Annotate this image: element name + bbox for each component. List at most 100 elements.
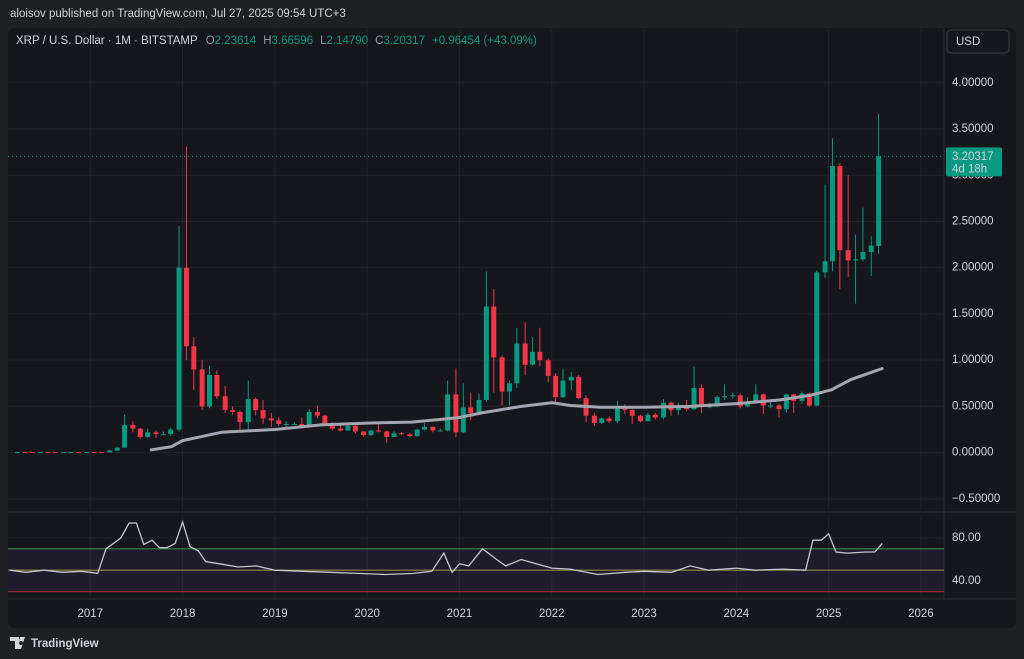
- logo-icon: [10, 637, 25, 649]
- y-tick-label: 0.50000: [952, 400, 994, 412]
- candle-body: [460, 407, 466, 433]
- high-value: 3.66596: [272, 35, 314, 47]
- candle-body: [730, 395, 736, 397]
- candle-body: [545, 360, 551, 376]
- candle-body: [822, 261, 828, 273]
- candle-body: [868, 245, 874, 252]
- x-tick-label: 2017: [77, 608, 103, 620]
- candle-body: [445, 394, 451, 431]
- candle-body: [322, 415, 328, 424]
- candle-body: [514, 343, 520, 384]
- x-tick-label: 2023: [631, 608, 657, 620]
- candle-body: [68, 452, 74, 454]
- candle-body: [391, 433, 397, 437]
- candle-body: [230, 410, 236, 412]
- y-tick-label: −0.50000: [952, 493, 1000, 505]
- rsi-tick-label: 40.00: [952, 575, 981, 587]
- candle-body: [691, 387, 697, 410]
- candle-body: [530, 351, 536, 365]
- candle-body: [361, 431, 367, 436]
- candle-body: [99, 452, 105, 454]
- candle-body: [384, 431, 390, 437]
- close-label: C: [375, 35, 383, 47]
- candle-body: [407, 434, 413, 437]
- candle-body: [268, 418, 274, 421]
- x-tick-label: 2018: [170, 608, 196, 620]
- candle-body: [299, 423, 305, 426]
- rsi-tick-label: 80.00: [952, 532, 981, 544]
- x-tick-label: 2025: [816, 608, 842, 620]
- candle-body: [476, 399, 482, 413]
- candle-body: [776, 405, 782, 410]
- x-tick-label: 2019: [262, 608, 288, 620]
- y-tick-label: 3.50000: [952, 123, 994, 135]
- y-tick-label: 0.00000: [952, 447, 994, 459]
- candle-body: [398, 433, 404, 435]
- y-tick-label: 1.50000: [952, 308, 994, 320]
- candle-body: [806, 393, 812, 406]
- candle-body: [829, 165, 835, 262]
- candle-body: [207, 374, 213, 407]
- chart-panel: [8, 28, 1016, 628]
- candle-body: [84, 452, 90, 454]
- x-tick-label: 2021: [447, 608, 473, 620]
- price-tag-countdown: 4d 18h: [952, 163, 987, 175]
- candle-body: [721, 396, 727, 398]
- candle-body: [29, 452, 35, 454]
- candle-body: [745, 402, 751, 407]
- candle-body: [22, 452, 28, 454]
- candle-body: [576, 376, 582, 399]
- candle-body: [283, 423, 289, 425]
- currency-button[interactable]: [946, 29, 1010, 54]
- candle-body: [38, 452, 44, 454]
- candle-body: [160, 434, 166, 436]
- candle-body: [837, 165, 843, 251]
- low-value: 2.14790: [327, 35, 369, 47]
- price-tag: [946, 147, 1002, 177]
- high-label: H: [263, 35, 271, 47]
- candle-body: [661, 402, 667, 418]
- candle-body: [714, 397, 720, 407]
- x-tick-label: 2020: [354, 608, 380, 620]
- candle-body: [845, 250, 851, 261]
- candle-body: [707, 406, 713, 408]
- chart-layer: 2017 2018 2019 2020 2021 2022 2023 2024 2025 2026…: [8, 28, 1016, 620]
- candle-body: [506, 383, 512, 392]
- candle-body: [853, 259, 859, 261]
- candle-body: [606, 418, 612, 422]
- open-value: 2.23614: [215, 35, 257, 47]
- logo-text: TradingView: [31, 638, 99, 650]
- candle-body: [199, 369, 205, 407]
- candle-body: [437, 430, 443, 432]
- candle-body: [645, 414, 651, 422]
- rsi-line: [9, 519, 883, 576]
- candle-body: [375, 430, 381, 432]
- candle-body: [553, 375, 559, 398]
- published-note: aloisov published on TradingView.com, Ju…: [10, 8, 346, 20]
- candle-body: [191, 346, 197, 370]
- low-label: L: [320, 35, 327, 47]
- candle-body: [183, 267, 189, 347]
- candle-body: [114, 447, 120, 451]
- candle-body: [737, 395, 743, 407]
- y-tick-label: 2.00000: [952, 262, 994, 274]
- legend: XRP / U.S. Dollar · 1M · BITSTAMP O2.2361…: [16, 35, 537, 47]
- candle-body: [499, 357, 505, 392]
- candle-body: [237, 411, 243, 423]
- candle-body: [422, 426, 428, 430]
- candle-body: [45, 452, 51, 454]
- candle-body: [591, 415, 597, 424]
- candle-body: [276, 420, 282, 424]
- candle-body: [245, 399, 251, 423]
- candle-body: [614, 408, 620, 422]
- candle-body: [260, 410, 266, 419]
- candle-body: [622, 408, 628, 411]
- currency-label[interactable]: USD: [956, 36, 980, 48]
- candle-body: [61, 452, 67, 454]
- candle-body: [345, 425, 351, 431]
- candle-body: [814, 272, 820, 406]
- candle-body: [352, 425, 358, 432]
- candle-body: [768, 405, 774, 407]
- candle-body: [107, 450, 113, 453]
